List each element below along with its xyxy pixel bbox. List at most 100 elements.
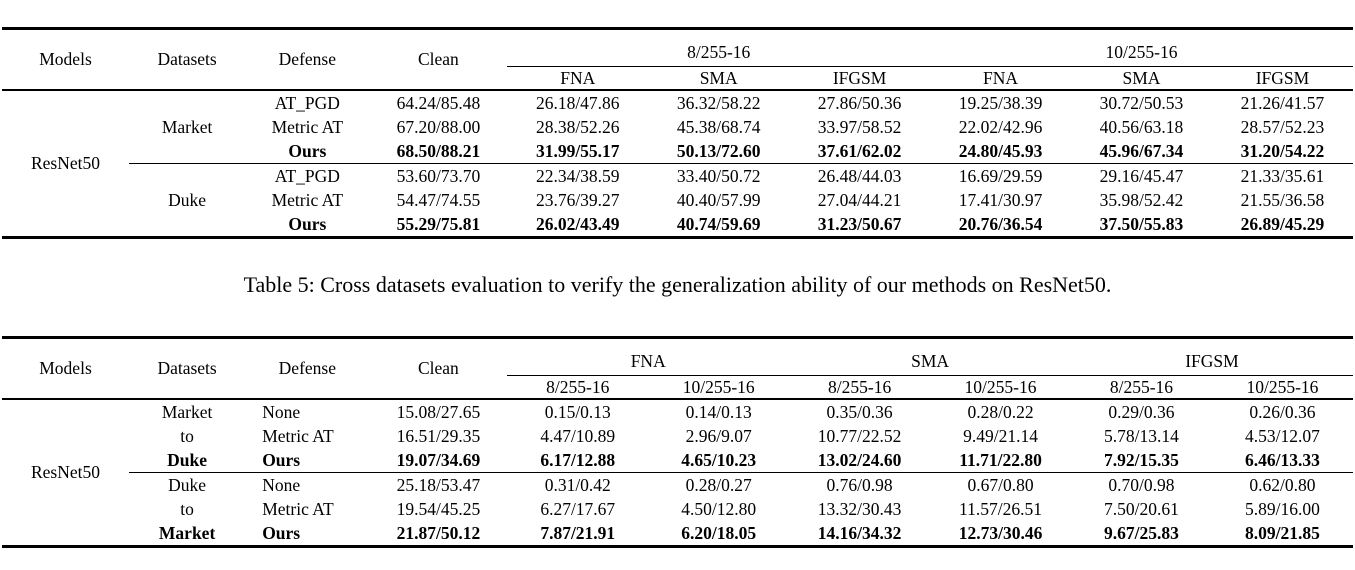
cell: 15.08/27.65	[396, 401, 481, 422]
group-header-ifgsm: IFGSM	[1070, 337, 1353, 376]
col-header-eps-8: 8/255-16	[507, 375, 649, 400]
cell: 19.07/34.69	[369, 448, 508, 473]
table-row: Duke None 25.18/53.47 0.31/0.42 0.28/0.2…	[2, 473, 1353, 498]
cell: 23.76/39.27	[535, 189, 620, 210]
cell: 54.47/74.55	[396, 189, 481, 210]
col-header-defense: Defense	[245, 28, 370, 91]
page: Models Datasets Defense Clean 8/255-16 1…	[2, 27, 1353, 548]
cell: 0.67/0.80	[967, 474, 1034, 495]
cell: 19.54/45.25	[396, 498, 481, 519]
cell: 26.89/45.29	[1240, 213, 1325, 234]
cell: 6.17/12.88	[507, 448, 649, 473]
cell: 50.13/72.60	[648, 139, 790, 164]
defense-cell: Ours	[262, 522, 301, 543]
header-row-groups: Models Datasets Defense Clean 8/255-16 1…	[2, 28, 1353, 91]
model-cell: ResNet50	[30, 153, 101, 173]
cell: 26.48/44.03	[817, 165, 902, 186]
header-row-epsilons: 8/255-16 10/255-16 8/255-16 10/255-16 8/…	[2, 375, 1353, 400]
col-header-datasets: Datasets	[129, 337, 246, 400]
cell: 37.61/62.02	[789, 139, 931, 164]
cell: 21.33/35.61	[1240, 165, 1325, 186]
dataset-cell: Duke	[168, 189, 207, 210]
cell: 4.65/10.23	[648, 448, 790, 473]
dataset-cell: Duke	[168, 474, 207, 495]
cell: 26.02/43.49	[535, 213, 620, 234]
col-header-eps-10: 10/255-16	[930, 375, 1071, 400]
defense-cell: None	[262, 474, 301, 495]
cell: 30.72/50.53	[1099, 92, 1184, 113]
table-caption: Table 5: Cross datasets evaluation to ve…	[243, 272, 1112, 297]
cell: 22.34/38.59	[535, 165, 620, 186]
defense-cell: Ours	[245, 139, 370, 164]
cell: 14.16/34.32	[817, 522, 902, 543]
table-row: Metric AT 54.47/74.55 23.76/39.27 40.40/…	[2, 188, 1353, 212]
cell: 6.27/17.67	[540, 498, 616, 519]
cell: 4.53/12.07	[1245, 425, 1320, 446]
cell: 45.38/68.74	[676, 116, 761, 137]
dataset-cell: Market	[161, 401, 213, 422]
cell: 25.18/53.47	[396, 474, 481, 495]
defense-cell: AT_PGD	[274, 165, 340, 186]
cell: 36.32/58.22	[676, 92, 761, 113]
dataset-cell: to	[180, 498, 194, 519]
cell: 8.09/21.85	[1245, 522, 1320, 543]
cell: 6.46/13.33	[1211, 448, 1353, 473]
defense-cell: AT_PGD	[274, 92, 340, 113]
table-row-ours: Ours 68.50/88.21 31.99/55.17 50.13/72.60…	[2, 139, 1353, 164]
col-header-ifgsm: IFGSM	[1211, 66, 1353, 91]
dataset-cell: Market	[158, 522, 216, 543]
cell: 20.76/36.54	[958, 213, 1043, 234]
cell: 0.31/0.42	[544, 474, 611, 495]
table-row: Duke AT_PGD 53.60/73.70 22.34/38.59 33.4…	[2, 164, 1353, 210]
cell: 7.87/21.91	[540, 522, 616, 543]
cell: 0.29/0.36	[1108, 401, 1175, 422]
cell: 7.92/15.35	[1070, 448, 1212, 473]
table-row-ours: Market Ours 21.87/50.12 7.87/21.91 6.20/…	[2, 521, 1353, 547]
group-header-10-255-16: 10/255-16	[930, 28, 1353, 67]
cell: 17.41/30.97	[958, 189, 1043, 210]
cell: 9.49/21.14	[963, 425, 1038, 446]
cell: 11.71/22.80	[930, 448, 1071, 473]
cell: 28.57/52.23	[1240, 116, 1325, 137]
header-row-attacks: FNA SMA IFGSM FNA SMA IFGSM	[2, 66, 1353, 91]
table-row: to Metric AT 19.54/45.25 6.27/17.67 4.50…	[2, 497, 1353, 521]
cell: 33.40/50.72	[676, 165, 761, 186]
defense-cell: Ours	[245, 448, 370, 473]
defense-cell: None	[262, 401, 301, 422]
cell: 19.25/38.39	[958, 92, 1043, 113]
cell: 4.47/10.89	[540, 425, 616, 446]
cell: 21.26/41.57	[1240, 92, 1325, 113]
cell: 31.23/50.67	[817, 213, 902, 234]
cell: 21.55/36.58	[1240, 189, 1325, 210]
col-header-clean: Clean	[369, 337, 508, 400]
cell: 0.76/0.98	[826, 474, 893, 495]
cell: 0.28/0.22	[967, 401, 1034, 422]
cell: 0.70/0.98	[1108, 474, 1175, 495]
cell: 4.50/12.80	[681, 498, 757, 519]
cell: 16.69/29.59	[958, 165, 1043, 186]
col-header-fna: FNA	[930, 66, 1071, 91]
col-header-defense: Defense	[245, 337, 370, 400]
cell: 0.15/0.13	[544, 401, 611, 422]
cell: 45.96/67.34	[1070, 139, 1212, 164]
table-row: to Metric AT 16.51/29.35 4.47/10.89 2.96…	[2, 424, 1353, 448]
cell: 53.60/73.70	[396, 165, 481, 186]
cell: 35.98/52.42	[1099, 189, 1184, 210]
cell: 0.35/0.36	[826, 401, 893, 422]
group-header-sma: SMA	[789, 337, 1071, 376]
cell: 5.78/13.14	[1104, 425, 1179, 446]
col-header-ifgsm: IFGSM	[789, 66, 931, 91]
cell: 6.20/18.05	[681, 522, 757, 543]
cell: 10.77/22.52	[817, 425, 902, 446]
cell: 40.56/63.18	[1099, 116, 1184, 137]
cell: 9.67/25.83	[1104, 522, 1179, 543]
col-header-models: Models	[2, 28, 129, 91]
cell: 33.97/58.52	[817, 116, 902, 137]
col-header-eps-8: 8/255-16	[1070, 375, 1212, 400]
defense-cell: Ours	[288, 213, 327, 234]
cell: 40.40/57.99	[676, 189, 761, 210]
cell: 0.62/0.80	[1249, 474, 1316, 495]
cell: 21.87/50.12	[396, 522, 481, 543]
dataset-cell: Market	[129, 90, 246, 164]
col-header-sma: SMA	[648, 66, 790, 91]
